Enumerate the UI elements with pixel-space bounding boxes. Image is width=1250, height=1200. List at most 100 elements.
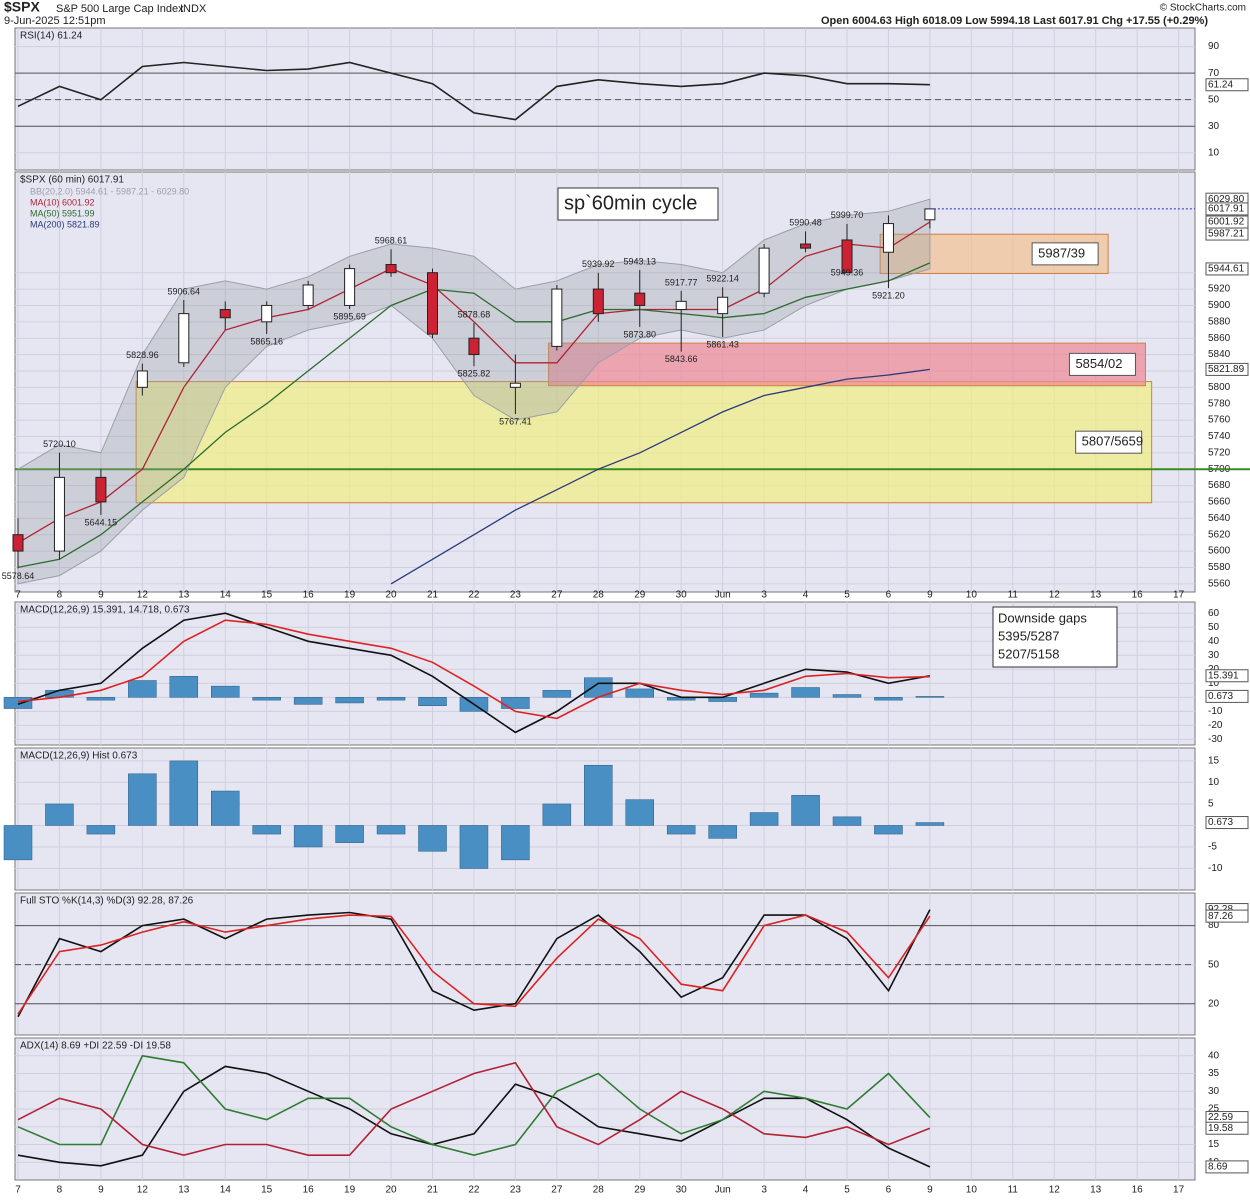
candle-body	[95, 476, 107, 503]
x-tick-label: 17	[1173, 1185, 1185, 1196]
hist-bar	[625, 799, 654, 826]
panel-bg	[14, 27, 1196, 171]
x-tick-label: 20	[385, 1185, 397, 1196]
right-label-box	[1205, 202, 1249, 216]
x-tick-label: 16	[1132, 590, 1144, 601]
panel-title: ADX(14) 8.69 +DI 22.59 -DI 19.58	[20, 1041, 171, 1052]
y-tick-label: 5680	[1208, 480, 1231, 491]
candle-body	[302, 284, 314, 306]
x-tick-label: 9	[927, 590, 933, 601]
hist-bar	[293, 697, 323, 705]
hist-bar	[915, 696, 945, 698]
low-label: 5843.66	[665, 354, 698, 364]
x-tick-label: 10	[966, 590, 978, 601]
x-tick-label: 9	[98, 1185, 104, 1196]
right-label: 0.673	[1208, 691, 1233, 702]
x-tick-label: 29	[634, 1185, 646, 1196]
y-tick-label: 30	[1208, 121, 1220, 132]
y-tick-label: 40	[1208, 1050, 1220, 1061]
hist-bar	[749, 692, 779, 698]
hist-bar	[169, 760, 199, 826]
y-tick-label: 5600	[1208, 546, 1231, 557]
x-tick-label: Jun	[715, 1185, 731, 1196]
right-label-box	[1205, 78, 1249, 92]
exchange: INDX	[180, 3, 207, 15]
right-label-box	[1205, 362, 1249, 376]
annotation: sp`60min cycle	[564, 192, 697, 214]
candle-body	[12, 534, 24, 552]
y-tick-label: 5760	[1208, 415, 1231, 426]
y-tick-label: 5920	[1208, 284, 1231, 295]
legend-entry: BB(20,2.0) 5944.61 - 5987.21 - 6029.80	[30, 186, 189, 196]
x-tick-label: 8	[57, 1185, 63, 1196]
annotation: 5395/5287	[998, 628, 1059, 643]
panel-title: MACD(12,26,9) 15.391, 14.718, 0.673	[20, 605, 190, 616]
x-tick-label: 29	[634, 590, 646, 601]
y-tick-label: 60	[1208, 608, 1220, 619]
zone-label: 5854/02	[1075, 356, 1122, 371]
x-tick-label: 30	[676, 590, 688, 601]
x-tick-label: 12	[137, 590, 149, 601]
panel-title: RSI(14) 61.24	[20, 31, 83, 42]
x-tick-label: 9	[927, 1185, 933, 1196]
candle-body	[882, 223, 894, 253]
x-tick-label: 3	[761, 1185, 767, 1196]
hist-bar	[708, 825, 737, 839]
high-label: 5906.64	[168, 286, 201, 296]
hist-bar	[3, 825, 33, 861]
right-label-box	[1205, 669, 1249, 683]
y-tick-label: 70	[1208, 68, 1220, 79]
y-tick-label: 5660	[1208, 497, 1231, 508]
high-label: 5990.48	[789, 218, 822, 228]
zone-label: 5807/5659	[1082, 434, 1143, 449]
candle-body	[551, 288, 563, 347]
x-tick-label: 17	[1173, 590, 1185, 601]
hist-bar	[832, 816, 862, 826]
y-tick-label: 90	[1208, 41, 1220, 52]
y-tick-label: 40	[1208, 636, 1220, 647]
zone-label-box	[1031, 242, 1099, 266]
candle-body	[344, 268, 356, 306]
right-label: 61.24	[1208, 79, 1233, 90]
x-tick-label: 27	[551, 1185, 563, 1196]
hist-bar	[501, 825, 530, 861]
hist-bar	[666, 825, 696, 835]
y-tick-label: 5880	[1208, 316, 1231, 327]
x-tick-label: 7	[15, 590, 21, 601]
high-label: 5828.96	[126, 350, 159, 360]
panel-title: Full STO %K(14,3) %D(3) 92.28, 87.26	[20, 896, 194, 907]
hist-bar	[625, 688, 654, 698]
x-tick-label: 11	[1008, 590, 1019, 601]
x-tick-label: 12	[137, 1185, 149, 1196]
hist-bar	[45, 803, 74, 826]
y-tick-label: 30	[1208, 1086, 1220, 1097]
right-label-box	[1205, 689, 1249, 703]
y-tick-label: 5780	[1208, 398, 1231, 409]
x-tick-label: 12	[1049, 590, 1061, 601]
x-tick-label: 12	[1049, 1185, 1061, 1196]
candle-body	[592, 288, 604, 315]
x-tick-label: 16	[303, 1185, 315, 1196]
right-label: 5944.61	[1208, 264, 1245, 275]
candle-body	[841, 239, 853, 274]
annotation: Downside gaps	[998, 610, 1087, 625]
x-tick-label: 30	[676, 1185, 688, 1196]
right-label: 0.673	[1208, 817, 1233, 828]
candle-body	[427, 272, 438, 335]
y-tick-label: 5560	[1208, 578, 1231, 589]
hist-bar	[501, 697, 530, 709]
x-tick-label: 4	[803, 1185, 809, 1196]
x-tick-label: 11	[1008, 1185, 1019, 1196]
x-tick-label: 21	[427, 590, 439, 601]
high-label: 5943.13	[623, 257, 656, 267]
candle-body	[800, 243, 812, 249]
right-label-box	[1205, 1121, 1249, 1135]
high-label: 5968.61	[375, 236, 408, 246]
x-tick-label: 27	[551, 590, 563, 601]
x-tick-label: 9	[98, 590, 104, 601]
x-tick-label: 23	[510, 1185, 522, 1196]
y-tick-label: 10	[1208, 777, 1220, 788]
zone	[135, 381, 1153, 504]
low-label: 5767.41	[499, 416, 532, 426]
